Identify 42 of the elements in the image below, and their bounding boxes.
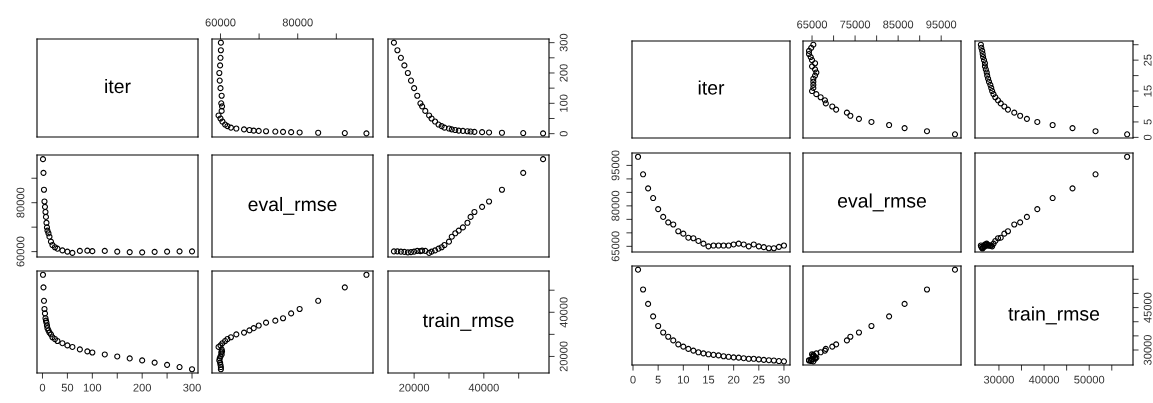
text: iter [105, 78, 131, 94]
y-tick-label: 95000 [611, 150, 620, 181]
y-tick-label: 0 [559, 131, 568, 137]
y-tick-label: 45000 [1143, 292, 1152, 323]
y-tick-label: 5 [1143, 119, 1152, 125]
x-tick-label: 20000 [399, 383, 430, 392]
y-tick-label: 15 [1143, 85, 1152, 97]
x-tick-label: 65000 [797, 20, 828, 29]
x-tick-label: 80000 [282, 18, 313, 27]
x-tick-label: 300 [183, 383, 201, 392]
annotation: train_rmse [422, 312, 514, 331]
x-tick-label: 200 [133, 383, 152, 392]
y-tick-label: 40000 [559, 297, 568, 328]
x-tick-label: 50000 [1074, 375, 1105, 384]
x-tick-label: 20 [728, 375, 740, 384]
x-tick-label: 30 [778, 375, 790, 384]
annotation: train_rmse [1008, 306, 1100, 325]
x-tick-label: 50 [61, 383, 74, 392]
x-tick-label: 30000 [983, 375, 1014, 384]
y-tick-label: 25 [1143, 54, 1152, 66]
y-tick-label: 0 [1143, 134, 1152, 141]
y-tick-label: 100 [559, 94, 568, 112]
text: eval_rmse [837, 193, 926, 212]
y-tick-label: 300 [559, 33, 568, 52]
x-tick-label: 5 [655, 375, 661, 384]
text: eval_rmse [248, 196, 337, 215]
x-tick-label: 60000 [205, 18, 236, 27]
x-tick-label: 15 [703, 375, 715, 384]
y-tick-label: 65000 [611, 231, 620, 262]
x-tick-label: 25 [753, 375, 765, 384]
x-tick-label: 10 [677, 375, 690, 384]
x-tick-label: 95000 [926, 20, 957, 29]
x-tick-label: 40000 [1028, 375, 1060, 384]
x-tick-label: 0 [39, 383, 46, 392]
x-tick-label: 85000 [883, 20, 914, 29]
x-tick-label: 100 [83, 383, 102, 392]
x-tick-label: 75000 [840, 20, 871, 29]
text: iter [698, 80, 725, 95]
y-tick-label: 200 [559, 64, 568, 82]
y-tick-label: 80000 [611, 190, 620, 221]
x-tick-label: 0 [630, 375, 636, 384]
x-tick-label: 40000 [468, 383, 499, 392]
